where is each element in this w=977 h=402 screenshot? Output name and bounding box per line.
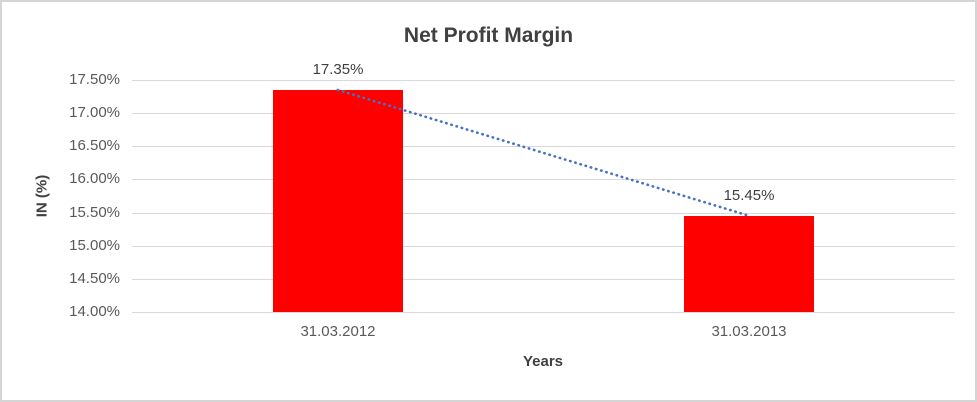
y-tick-label: 17.50% <box>69 71 120 88</box>
bar-data-label: 15.45% <box>723 187 775 204</box>
bar-31.03.2013 <box>684 216 814 312</box>
gridline <box>132 113 955 114</box>
y-tick-label: 16.50% <box>69 137 120 154</box>
bar-data-label: 17.35% <box>312 61 364 78</box>
gridline <box>132 279 955 280</box>
x-category-label: 31.03.2012 <box>300 323 376 340</box>
gridline <box>132 312 955 313</box>
y-tick-label: 14.00% <box>69 303 120 320</box>
bar-31.03.2012 <box>273 90 403 312</box>
y-tick-label: 16.00% <box>69 170 120 187</box>
y-tick-label: 15.50% <box>69 204 120 221</box>
y-tick-label: 17.00% <box>69 104 120 121</box>
gridline <box>132 80 955 81</box>
x-category-label: 31.03.2013 <box>711 323 787 340</box>
gridline <box>132 246 955 247</box>
y-tick-label: 14.50% <box>69 270 120 287</box>
chart-title: Net Profit Margin <box>403 24 574 47</box>
gridline <box>132 146 955 147</box>
gridline <box>132 179 955 180</box>
y-tick-label: 15.00% <box>69 237 120 254</box>
x-axis-title: Years <box>522 353 564 370</box>
gridline <box>132 213 955 214</box>
